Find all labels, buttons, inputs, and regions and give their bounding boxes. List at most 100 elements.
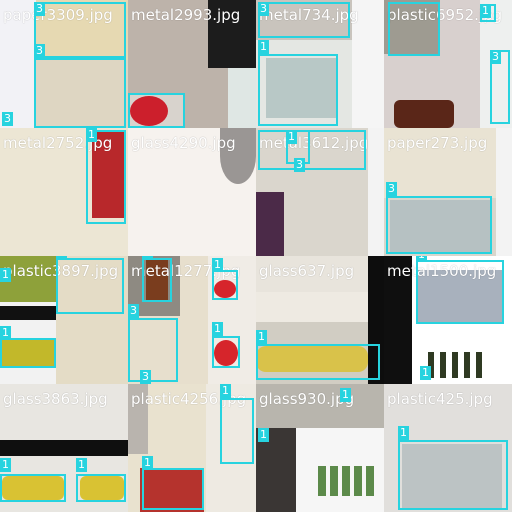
tile-image	[36, 60, 128, 128]
tile-image	[56, 256, 128, 384]
bounding-box	[258, 2, 350, 38]
mosaic-tile: plastic4256.jpg 1 1	[128, 384, 256, 512]
tile-image	[342, 466, 350, 496]
tile-image	[384, 256, 412, 384]
tile-image	[394, 100, 454, 128]
class-label: 1	[212, 322, 223, 336]
tile-image	[0, 0, 36, 128]
class-label: 1	[0, 458, 11, 472]
tile-filename: glass3863.jpg	[3, 390, 108, 408]
tile-image	[214, 340, 238, 366]
tile-image	[92, 132, 124, 218]
mosaic-tile: paper273.jpg 3	[384, 128, 512, 256]
tile-image	[318, 466, 326, 496]
tile-image	[256, 346, 368, 372]
tile-image	[366, 466, 374, 496]
tile-filename: paper273.jpg	[387, 134, 488, 152]
class-label: 1	[286, 130, 297, 144]
class-label: 1	[142, 456, 153, 470]
mosaic-tile: plastic6952.jpg 1 3	[384, 0, 512, 128]
class-label: 3	[294, 158, 305, 172]
class-label: 1	[220, 384, 231, 398]
tile-filename: glass637.jpg	[259, 262, 355, 280]
bounding-box	[386, 196, 492, 254]
mosaic-tile: glass637.jpg 1	[256, 256, 384, 384]
mosaic-tile: glass930.jpg 1 1	[256, 384, 384, 512]
tile-filename: metal734.jpg	[259, 6, 359, 24]
tile-image	[368, 128, 384, 256]
tile-image	[140, 468, 204, 512]
tile-image	[440, 352, 446, 378]
bounding-box	[0, 474, 66, 502]
class-label: 3	[56, 256, 67, 258]
mosaic-tile: plastic3897.jpg 3 1 1	[0, 256, 128, 384]
bounding-box	[34, 56, 126, 128]
class-label: 3	[2, 112, 13, 126]
tile-image	[80, 476, 124, 500]
tile-filename: plastic425.jpg	[387, 390, 493, 408]
bounding-box	[398, 440, 508, 510]
class-label: 1	[258, 428, 269, 442]
mosaic-tile: metal734.jpg 3 1	[256, 0, 384, 128]
tile-image	[220, 128, 256, 184]
mosaic-tile: glass3863.jpg 1 1	[0, 384, 128, 512]
tile-image	[384, 128, 496, 198]
class-label: 1	[420, 366, 431, 380]
tile-image	[354, 466, 362, 496]
class-label: 1	[256, 330, 267, 344]
tile-image	[256, 292, 384, 322]
class-label: 1	[398, 426, 409, 440]
tile-filename: plastic4256.jpg	[131, 390, 247, 408]
tile-image	[352, 0, 384, 128]
tile-image	[452, 352, 458, 378]
tile-image	[256, 256, 384, 292]
tile-image	[330, 466, 338, 496]
tile-image	[228, 68, 256, 128]
tile-image	[206, 384, 256, 512]
tile-image	[214, 280, 236, 298]
class-label: 1	[0, 326, 11, 340]
mosaic-tile: metal3612.jpg 1 3	[256, 128, 384, 256]
class-label: 3	[128, 304, 139, 318]
class-label: 1	[0, 268, 11, 282]
tile-image	[36, 0, 128, 60]
mosaic-tile: glass4290.jpg	[128, 128, 256, 256]
class-label: 1	[142, 256, 153, 258]
tile-image	[130, 96, 168, 126]
tile-filename: plastic6952.jpg	[387, 6, 503, 24]
tile-filename: metal1500.jpg	[387, 262, 497, 280]
tile-image	[0, 340, 56, 366]
tile-filename: paper3309.jpg	[3, 6, 113, 24]
class-label: 1	[212, 258, 223, 272]
tile-filename: metal2993.jpg	[131, 6, 241, 24]
bounding-box	[142, 258, 172, 302]
bounding-box	[220, 398, 254, 464]
bounding-box	[142, 468, 204, 510]
bounding-box	[34, 2, 126, 60]
tile-image	[476, 352, 482, 378]
tile-image	[266, 58, 336, 118]
class-label: 3	[386, 182, 397, 196]
tile-image	[418, 270, 502, 324]
bounding-box	[388, 2, 440, 56]
class-label: 1	[340, 388, 351, 402]
tile-image	[384, 0, 440, 54]
mosaic-tile: metal1500.jpg 1 1	[384, 256, 512, 384]
bounding-box	[212, 270, 238, 300]
tile-image	[2, 476, 64, 500]
bounding-box	[128, 93, 185, 128]
class-label: 1	[416, 256, 427, 262]
bounding-box	[56, 258, 124, 314]
tile-image	[0, 306, 56, 320]
tile-image	[0, 440, 128, 456]
mosaic-tile: metal1277.jpg 1 1 1 3 3	[128, 256, 256, 384]
class-label: 1	[76, 458, 87, 472]
tile-image	[208, 0, 256, 68]
tile-image	[428, 352, 434, 378]
tile-filename: glass930.jpg	[259, 390, 355, 408]
tile-image	[464, 352, 470, 378]
tile-image	[146, 260, 168, 300]
mosaic-tile: metal2993.jpg	[128, 0, 256, 128]
tile-filename: plastic3897.jpg	[3, 262, 119, 280]
